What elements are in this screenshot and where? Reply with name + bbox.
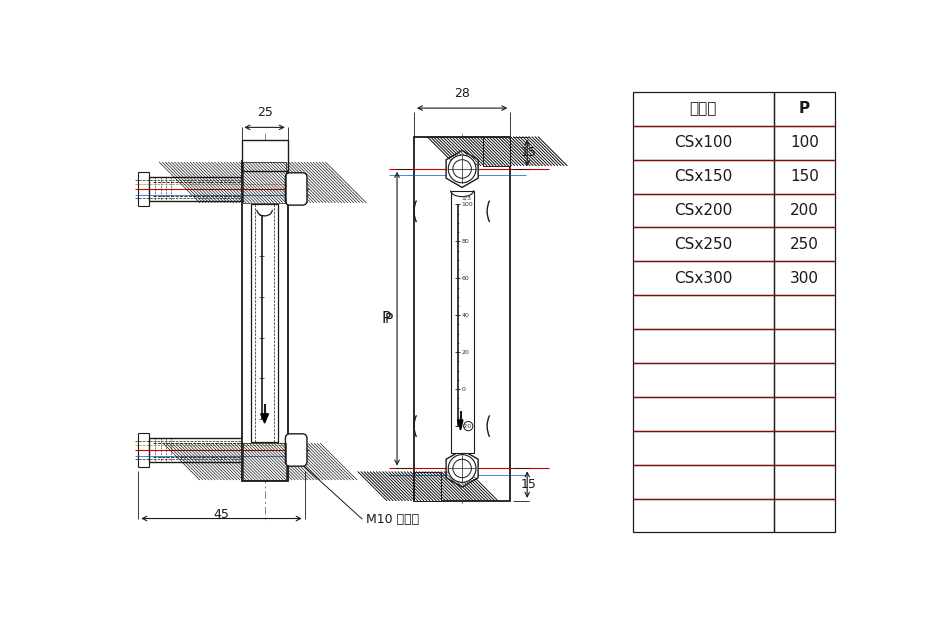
Bar (633, 464, 774, 499)
Bar (633, 228, 774, 261)
Text: 45: 45 (213, 508, 229, 521)
Bar (414, 471, 441, 501)
Bar (633, 431, 774, 464)
Bar (414, 471, 441, 501)
Bar (633, 295, 774, 329)
Bar (414, 471, 441, 501)
Bar (483, 137, 510, 166)
Text: CSx200: CSx200 (674, 203, 732, 218)
Bar (483, 137, 510, 166)
Bar (243, 162, 286, 203)
Text: M10 ボルト: M10 ボルト (367, 512, 419, 526)
Bar (633, 126, 774, 160)
Text: -20: -20 (462, 424, 472, 429)
Bar (242, 161, 288, 481)
Text: 100: 100 (790, 135, 819, 150)
Text: 200: 200 (790, 203, 819, 218)
Bar (774, 397, 835, 431)
Circle shape (448, 454, 476, 482)
Bar (774, 329, 835, 363)
Bar (633, 363, 774, 397)
FancyBboxPatch shape (286, 173, 307, 205)
Text: 15: 15 (521, 146, 537, 159)
Text: CSx150: CSx150 (674, 169, 732, 184)
Bar (483, 137, 510, 166)
Bar (243, 443, 286, 480)
Bar (774, 194, 835, 228)
Text: P: P (384, 312, 393, 326)
Text: 1/3: 1/3 (462, 196, 471, 201)
Bar (633, 194, 774, 228)
Text: 250: 250 (790, 237, 819, 252)
Bar (633, 329, 774, 363)
Circle shape (453, 459, 471, 478)
Bar (414, 471, 441, 501)
Bar (774, 160, 835, 194)
Bar (243, 443, 286, 480)
Text: P: P (799, 101, 810, 116)
Bar (774, 295, 835, 329)
Text: 25: 25 (257, 106, 273, 119)
Polygon shape (446, 151, 478, 188)
Text: 100: 100 (462, 202, 473, 207)
Bar (633, 499, 774, 532)
Bar (633, 92, 774, 126)
Bar (774, 228, 835, 261)
Bar (450, 191, 474, 453)
Bar (774, 464, 835, 499)
Bar (774, 92, 835, 126)
Text: 15: 15 (521, 478, 537, 491)
Text: 300: 300 (790, 271, 819, 286)
Bar (633, 160, 774, 194)
Text: 80: 80 (462, 239, 469, 244)
Bar (633, 261, 774, 295)
Bar (414, 471, 441, 501)
Text: 0: 0 (462, 387, 465, 392)
Text: CSx250: CSx250 (674, 237, 732, 252)
Text: 型　式: 型 式 (689, 101, 717, 116)
Bar (774, 126, 835, 160)
FancyBboxPatch shape (286, 434, 307, 466)
Polygon shape (260, 414, 269, 423)
Text: CSx100: CSx100 (674, 135, 732, 150)
Bar (483, 137, 510, 166)
Text: 150: 150 (790, 169, 819, 184)
Circle shape (463, 421, 473, 431)
Bar (414, 137, 510, 501)
Text: 60: 60 (462, 276, 469, 281)
Text: 28: 28 (454, 87, 470, 99)
Bar (774, 363, 835, 397)
Bar (483, 137, 510, 166)
Circle shape (448, 155, 476, 182)
Bar (774, 261, 835, 295)
Text: 20: 20 (462, 350, 469, 355)
Bar (243, 162, 286, 203)
Bar (774, 431, 835, 464)
Polygon shape (446, 450, 478, 487)
Bar (251, 204, 278, 442)
Text: 40: 40 (462, 312, 469, 318)
Text: P: P (382, 311, 391, 326)
Bar (774, 499, 835, 532)
Circle shape (453, 160, 471, 178)
Polygon shape (458, 420, 462, 430)
Bar (633, 397, 774, 431)
Bar (242, 141, 288, 171)
Text: CSx300: CSx300 (674, 271, 732, 286)
